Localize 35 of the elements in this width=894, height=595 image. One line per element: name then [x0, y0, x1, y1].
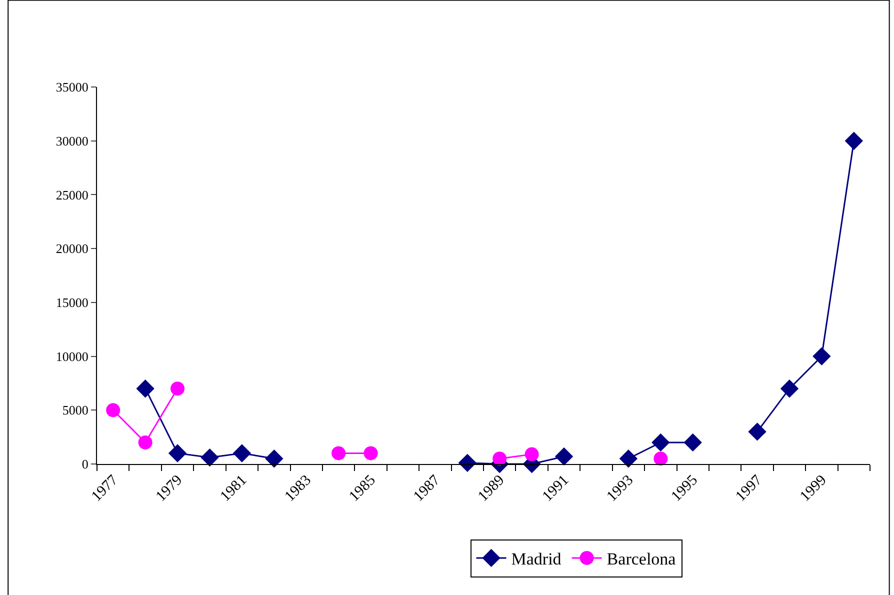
point — [492, 452, 507, 466]
point — [812, 347, 831, 366]
point — [458, 454, 476, 472]
y-tick-label: 15000 — [56, 294, 88, 310]
point — [652, 433, 670, 452]
point — [844, 132, 863, 150]
x-tick-label: 1991 — [540, 472, 572, 505]
point — [554, 447, 574, 466]
x-tick-label: 1979 — [153, 472, 186, 505]
point — [332, 446, 346, 460]
point — [524, 447, 539, 462]
point — [654, 452, 668, 466]
point — [619, 450, 638, 468]
y-tick-label: 10000 — [56, 348, 88, 364]
x-tick-label: 1999 — [797, 472, 830, 505]
point — [232, 444, 252, 462]
y-tick-label: 30000 — [56, 133, 88, 148]
point — [364, 446, 378, 460]
x-tick-label: 1993 — [604, 472, 637, 505]
y-tick-label: 5000 — [62, 402, 88, 418]
x-tick-label: 1983 — [282, 472, 314, 505]
point — [748, 422, 766, 441]
point — [168, 444, 187, 462]
y-tick-label: 20000 — [56, 241, 88, 256]
point — [684, 433, 702, 452]
x-tick-label: 1981 — [218, 472, 250, 505]
point — [780, 380, 799, 398]
legend-label: Madrid — [511, 550, 562, 569]
x-tick-label: 1989 — [475, 472, 508, 505]
y-tick-label: 0 — [82, 456, 88, 472]
point — [265, 450, 284, 468]
y-tick-label: 35000 — [56, 80, 88, 95]
point — [200, 448, 219, 467]
y-tick-label: 25000 — [56, 187, 88, 202]
legend-label: Barcelona — [606, 550, 676, 569]
